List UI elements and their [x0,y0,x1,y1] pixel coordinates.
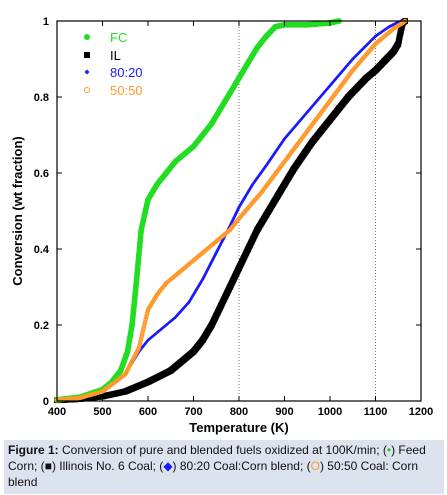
curve-marker [172,158,179,165]
curve-marker [188,297,193,302]
curve-marker [366,41,371,46]
curve-marker [368,40,372,44]
legend-label: FC [110,30,127,45]
y-tick-label: 1 [43,16,49,28]
curve-marker [370,37,375,41]
curve-marker [353,54,358,58]
conversion-chart: 400 500 600 700 800 900 1000 1100 1200 0 0.2 0.4 0.6… [10,16,434,435]
curve-marker [203,273,207,277]
curve-marker [193,290,197,294]
curve-marker [140,345,145,350]
curve-marker [309,106,313,110]
legend-label: 80:20 [110,65,143,80]
curve-marker [233,212,238,217]
legend: FC IL 80:20 50:50 [84,30,143,98]
caption-label: Figure 1: [8,443,59,457]
curve-marker [202,274,206,279]
curve-marker [316,97,321,101]
x-axis-title: Temperature (K) [189,420,288,435]
curve-marker [363,75,370,81]
x-tick-label: 700 [184,406,202,418]
y-tick-label: 0.8 [34,92,49,104]
curve-marker [274,148,279,153]
curve-marker [361,47,365,51]
curve-marker [203,271,208,276]
legend-marker [84,87,90,93]
caption-fc-symbol: • [386,443,392,457]
curve-marker [321,91,326,95]
x-tick-label: 1200 [409,406,433,418]
curve-marker [231,217,236,221]
curve-marker [263,165,267,169]
legend-label: IL [110,48,121,63]
x-tick-label: 900 [275,406,293,418]
caption-text: Conversion of pure and blended fuels oxi… [58,443,387,457]
x-tick-label: 1100 [364,406,388,418]
curve-marker [318,95,322,100]
curve-marker [287,131,292,135]
series-IL [54,18,408,404]
curve-marker [164,281,169,286]
curve-marker [373,41,378,46]
curve-marker [359,48,363,53]
axis-ticks: 400 500 600 700 800 900 1000 1100 1200 0 0.2 0.4 0.6… [34,16,434,418]
x-tick-label: 500 [93,406,111,418]
curve-marker [216,246,221,251]
x-tick-label: 800 [230,406,248,418]
curve-marker [343,66,347,70]
x-tick-label: 400 [48,406,66,418]
x-tick-label: 1000 [318,406,342,418]
series-80-20 [55,19,407,402]
series-layer [54,18,408,404]
caption-5050-symbol: O [310,459,320,473]
y-axis-title: Conversion (wt fraction) [10,136,25,286]
legend-marker [84,52,90,58]
curve-marker [299,117,303,122]
curve-marker [146,338,150,342]
legend-label: 50:50 [110,83,143,98]
figure-caption: Figure 1: Conversion of pure and blended… [4,440,444,494]
curve-marker [373,34,378,38]
y-tick-label: 0 [43,396,49,408]
curve-marker [286,132,290,137]
curve-marker [272,23,279,30]
curve-marker [181,307,185,311]
caption-text: ) 80:20 Coal:Corn blend; ( [172,459,311,473]
y-tick-label: 0.4 [34,244,50,256]
legend-marker [84,34,90,40]
caption-il-symbol: ■ [44,459,52,473]
curve-marker [363,44,368,48]
curve-marker [295,122,299,126]
legend-marker [84,69,90,75]
series-50-50 [54,18,408,403]
curve-marker [204,270,209,274]
curve-marker [352,55,356,60]
caption-8020-symbol: ◆ [163,459,173,473]
curve-marker [330,80,335,85]
caption-text: ) Illinois No. 6 Coal; ( [51,459,164,473]
curve-marker [339,70,344,74]
y-tick-label: 0.2 [34,320,49,332]
caption-text: ) Feed Corn; ( [8,443,426,473]
x-tick-label: 600 [139,406,157,418]
curve-marker [356,51,361,55]
caption-text: ) 50:50 Coal: Corn blend [8,459,419,489]
y-tick-label: 0.6 [34,168,49,180]
curve-marker [308,107,312,111]
curve-marker [216,248,220,252]
curve-marker [197,283,201,287]
